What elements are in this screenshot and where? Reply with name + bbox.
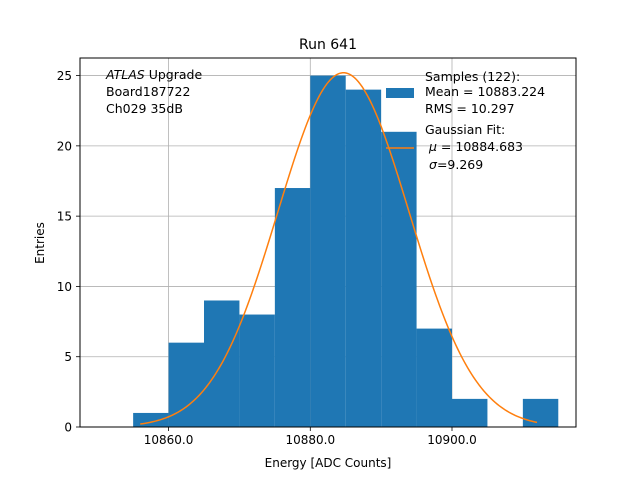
atlas-label: ATLAS Upgrade bbox=[105, 67, 202, 82]
histogram-bar bbox=[452, 398, 488, 427]
mu-symbol: μ bbox=[428, 139, 437, 154]
histogram-bar bbox=[345, 89, 382, 427]
histogram-bar bbox=[239, 314, 275, 427]
chart-title: Run 641 bbox=[299, 37, 357, 53]
mu-value: = 10884.683 bbox=[437, 139, 523, 154]
sigma-symbol: σ bbox=[429, 157, 438, 172]
y-tick-label: 25 bbox=[57, 69, 72, 83]
histogram-bar bbox=[274, 188, 311, 427]
histogram-bar bbox=[133, 412, 169, 427]
atlas-suffix: Upgrade bbox=[145, 67, 203, 82]
channel-label: Ch029 35dB bbox=[106, 101, 183, 116]
x-tick-label: 10900.0 bbox=[427, 433, 477, 447]
histogram-bar bbox=[522, 398, 559, 427]
legend: Samples (122): Mean = 10883.224 RMS = 10… bbox=[386, 69, 545, 172]
legend-samples-swatch bbox=[386, 88, 414, 98]
histogram-bars bbox=[133, 75, 559, 428]
legend-fit-title: Gaussian Fit: bbox=[425, 122, 505, 137]
y-axis-ticks: 0 5 10 15 20 25 bbox=[57, 69, 80, 435]
x-axis-label: Energy [ADC Counts] bbox=[265, 456, 392, 470]
legend-fit-sigma: σ=9.269 bbox=[429, 157, 483, 172]
y-tick-label: 20 bbox=[57, 139, 72, 153]
atlas-experiment: ATLAS bbox=[105, 67, 145, 82]
legend-samples-rms: RMS = 10.297 bbox=[425, 101, 515, 116]
histogram-bar bbox=[381, 131, 417, 428]
x-axis-ticks: 10860.0 10880.0 10900.0 bbox=[144, 427, 477, 447]
gaussian-fit-curve bbox=[140, 72, 538, 425]
gaussian-fit bbox=[140, 72, 538, 425]
legend-samples-mean: Mean = 10883.224 bbox=[425, 84, 545, 99]
board-label: Board187722 bbox=[106, 84, 190, 99]
histogram-bar bbox=[168, 342, 204, 427]
histogram-bar bbox=[310, 75, 346, 428]
sigma-value: =9.269 bbox=[437, 157, 483, 172]
x-tick-label: 10880.0 bbox=[285, 433, 335, 447]
y-tick-label: 5 bbox=[64, 350, 72, 364]
y-tick-label: 10 bbox=[57, 280, 72, 294]
legend-fit-mu: μ = 10884.683 bbox=[428, 139, 523, 154]
y-tick-label: 15 bbox=[57, 210, 72, 224]
legend-samples-title: Samples (122): bbox=[425, 69, 520, 84]
y-axis-label: Entries bbox=[33, 222, 47, 264]
plot-frame bbox=[79, 57, 577, 428]
x-tick-label: 10860.0 bbox=[144, 433, 194, 447]
histogram-bar bbox=[416, 328, 452, 427]
y-tick-label: 0 bbox=[64, 421, 72, 435]
atlas-annotation: ATLAS Upgrade Board187722 Ch029 35dB bbox=[105, 67, 202, 116]
